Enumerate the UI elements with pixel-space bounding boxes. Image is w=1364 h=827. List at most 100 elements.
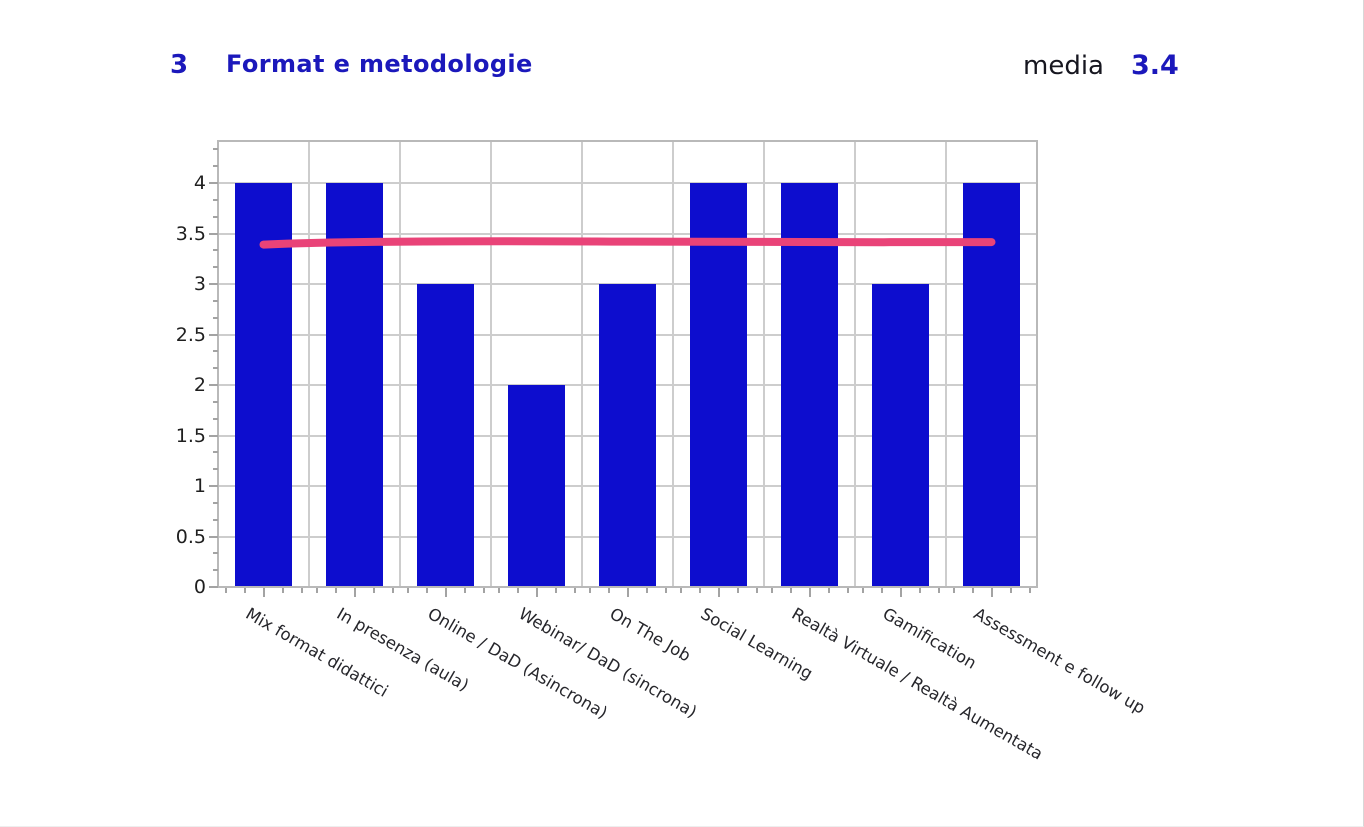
x-axis-minor-tick xyxy=(1009,588,1012,593)
x-axis-minor-tick xyxy=(391,588,394,593)
y-tick-label: 0 xyxy=(193,576,206,598)
x-axis-major-tick xyxy=(535,588,538,597)
y-axis-minor-tick xyxy=(213,215,218,218)
x-axis-minor-tick xyxy=(243,588,246,593)
x-tick-label: Assessment e follow up xyxy=(970,604,1148,718)
x-axis-minor-tick xyxy=(827,588,830,593)
x-gridline xyxy=(945,141,947,587)
x-axis-minor-tick xyxy=(300,588,303,593)
bar xyxy=(599,284,656,587)
x-axis-minor-tick xyxy=(516,588,519,593)
page-title: Format e metodologie xyxy=(226,50,533,78)
section-number: 3 xyxy=(170,50,189,80)
y-axis-major-tick xyxy=(209,384,218,386)
x-axis-minor-tick xyxy=(789,588,792,593)
x-axis-minor-tick xyxy=(224,588,227,593)
y-axis-major-tick xyxy=(209,333,218,336)
x-axis-minor-tick xyxy=(406,588,409,593)
media-label: media xyxy=(1023,51,1104,81)
y-axis-minor-tick xyxy=(213,299,218,302)
y-gridline xyxy=(218,232,1037,235)
y-tick-label: 3.5 xyxy=(175,222,206,245)
y-axis-minor-tick xyxy=(213,266,218,269)
y-axis-minor-tick xyxy=(213,165,218,168)
bar xyxy=(508,385,565,587)
x-axis-minor-tick xyxy=(588,588,591,593)
y-axis-minor-tick xyxy=(213,501,218,504)
x-axis-minor-tick xyxy=(755,588,758,593)
y-tick-label: 2 xyxy=(193,374,206,396)
x-axis-minor-tick xyxy=(861,588,864,593)
y-axis-major-tick xyxy=(209,232,218,235)
x-axis-minor-tick xyxy=(425,588,428,593)
y-axis-minor-tick xyxy=(213,400,218,403)
y-axis-minor-tick xyxy=(213,249,218,252)
y-axis-minor-tick xyxy=(213,518,218,521)
y-axis-minor-tick xyxy=(213,198,218,201)
x-gridline xyxy=(490,141,492,587)
y-axis-major-tick xyxy=(209,586,218,588)
x-gridline xyxy=(763,141,765,587)
x-axis-minor-tick xyxy=(918,588,921,593)
plot-frame xyxy=(217,140,1038,588)
x-axis-major-tick xyxy=(626,588,629,597)
y-axis-minor-tick xyxy=(213,417,218,420)
x-axis-minor-tick xyxy=(664,588,667,593)
y-tick-label: 2.5 xyxy=(175,323,206,346)
x-axis-minor-tick xyxy=(736,588,739,593)
x-axis-minor-tick xyxy=(497,588,500,593)
y-axis-minor-tick xyxy=(213,569,218,572)
x-axis-major-tick xyxy=(262,588,265,597)
x-gridline xyxy=(672,141,674,587)
y-axis-major-tick xyxy=(209,535,218,538)
x-axis-minor-tick xyxy=(937,588,940,593)
x-axis-major-tick xyxy=(353,588,356,597)
x-axis-minor-tick xyxy=(372,588,375,593)
x-axis-minor-tick xyxy=(770,588,773,593)
bar xyxy=(872,284,929,587)
x-gridline xyxy=(308,141,310,587)
x-axis-major-tick xyxy=(444,588,447,597)
y-axis-minor-tick xyxy=(213,316,218,319)
y-axis-minor-tick xyxy=(213,552,218,555)
x-axis-major-tick xyxy=(808,588,811,597)
x-axis-major-tick xyxy=(990,588,993,597)
y-tick-label: 3 xyxy=(193,273,206,295)
y-axis-minor-tick xyxy=(213,148,218,151)
bar xyxy=(690,183,747,587)
x-axis-minor-tick xyxy=(1028,588,1031,593)
y-axis-major-tick xyxy=(209,182,218,184)
media-value: 3.4 xyxy=(1131,50,1179,81)
y-axis-major-tick xyxy=(209,283,218,285)
x-axis-minor-tick xyxy=(482,588,485,593)
x-gridline xyxy=(399,141,401,587)
x-axis-minor-tick xyxy=(846,588,849,593)
y-axis-minor-tick xyxy=(213,367,218,370)
x-axis-minor-tick xyxy=(645,588,648,593)
x-axis-minor-tick xyxy=(573,588,576,593)
y-gridline xyxy=(218,182,1037,184)
y-tick-label: 0.5 xyxy=(175,525,206,548)
y-tick-label: 1 xyxy=(193,475,206,497)
y-axis-major-tick xyxy=(209,434,218,437)
bar xyxy=(326,183,383,587)
x-axis-minor-tick xyxy=(698,588,701,593)
x-axis-minor-tick xyxy=(281,588,284,593)
y-axis-minor-tick xyxy=(213,350,218,353)
x-axis-major-tick xyxy=(717,588,720,597)
x-gridline xyxy=(854,141,856,587)
y-axis-major-tick xyxy=(209,485,218,487)
x-axis-major-tick xyxy=(899,588,902,597)
bar xyxy=(235,183,292,587)
bar xyxy=(781,183,838,587)
y-axis-minor-tick xyxy=(213,451,218,454)
x-tick-label: On The Job xyxy=(606,604,694,666)
x-axis-minor-tick xyxy=(607,588,610,593)
x-axis-minor-tick xyxy=(952,588,955,593)
bar xyxy=(417,284,474,587)
x-axis-minor-tick xyxy=(880,588,883,593)
y-axis-minor-tick xyxy=(213,468,218,471)
bar xyxy=(963,183,1020,587)
x-axis-minor-tick xyxy=(334,588,337,593)
